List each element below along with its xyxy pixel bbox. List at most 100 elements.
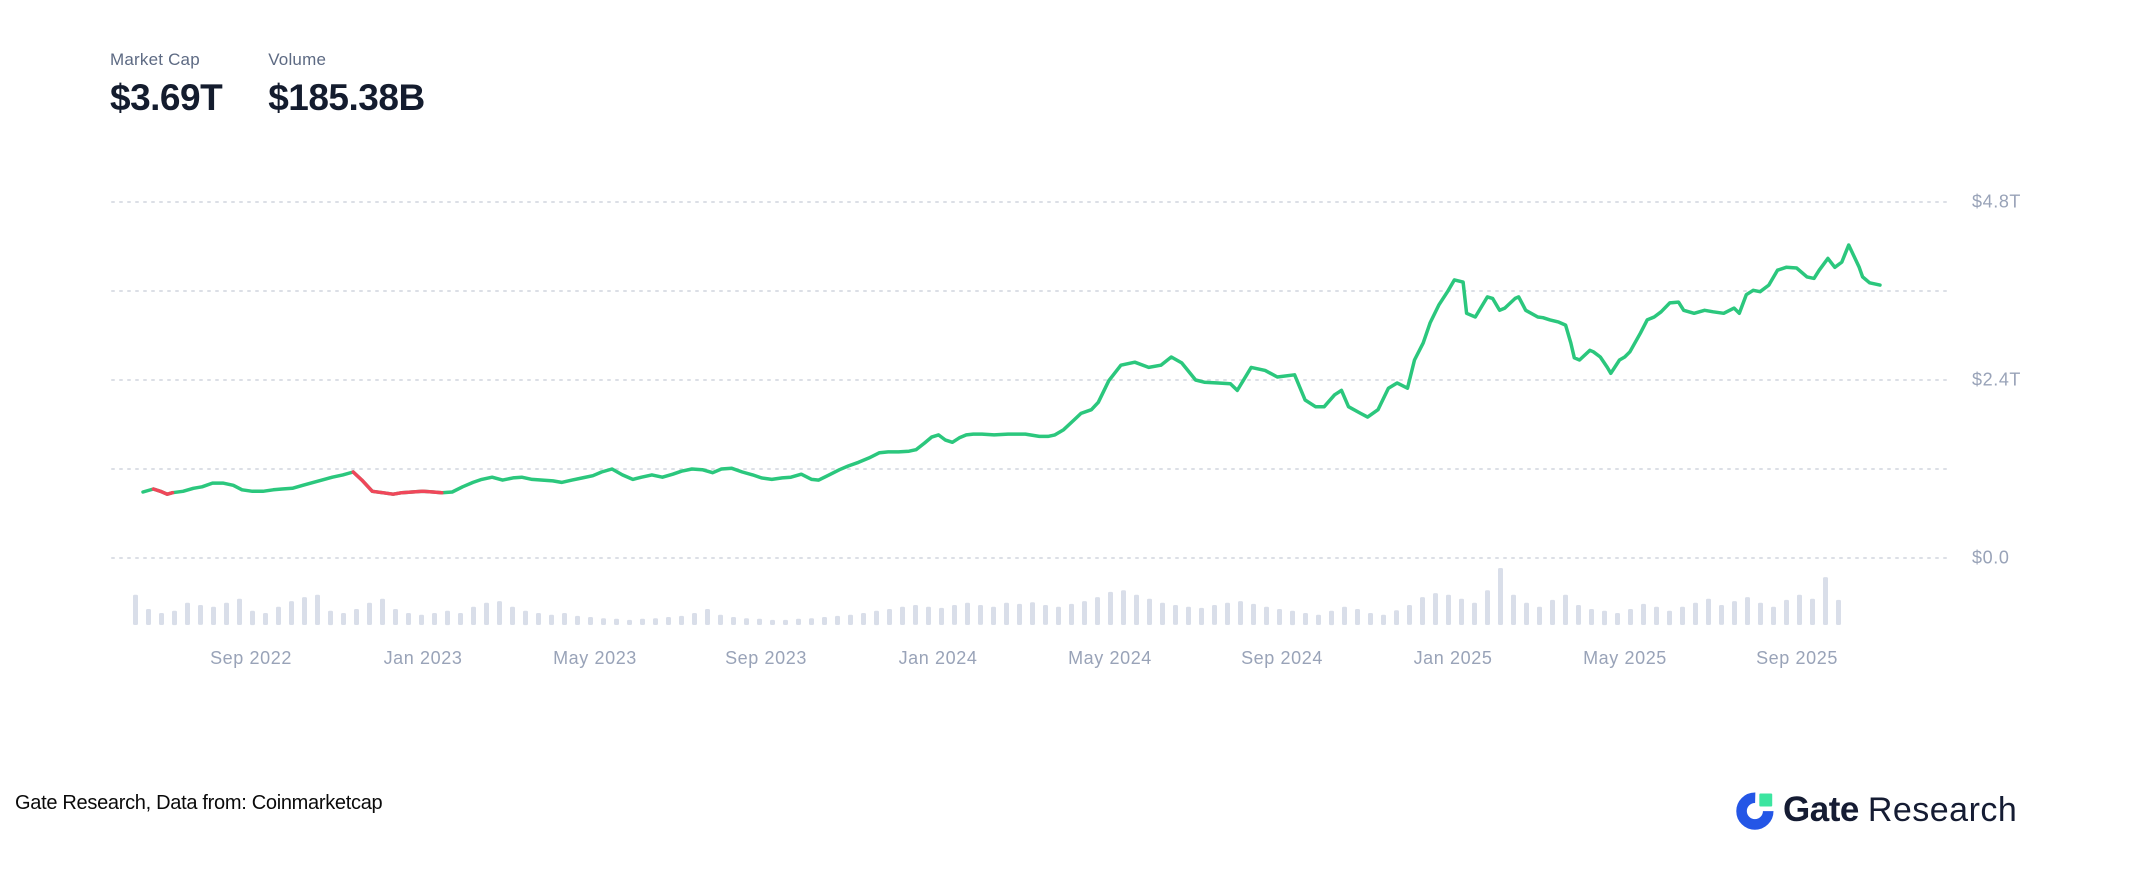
volume-bar — [1602, 610, 1607, 626]
volume-bar — [1654, 606, 1659, 625]
volume-bar — [1589, 609, 1594, 625]
volume-bar — [302, 597, 307, 625]
volume-bar — [380, 598, 385, 625]
volume-bar — [887, 609, 892, 625]
volume-bar — [1615, 613, 1620, 625]
y-axis-label: $2.4T — [1972, 369, 2022, 390]
market-cap-stat: Market Cap $3.69T — [110, 50, 223, 119]
volume-bar — [1472, 602, 1477, 625]
volume-bar — [796, 618, 801, 625]
volume-bar — [510, 606, 515, 625]
volume-bar — [1784, 599, 1789, 625]
volume-bar — [1511, 594, 1516, 625]
volume-stat: Volume $185.38B — [268, 50, 425, 119]
volume-bar — [1628, 609, 1633, 625]
volume-bar — [861, 613, 866, 625]
x-axis-label: Sep 2024 — [1241, 648, 1323, 668]
volume-bar — [1550, 599, 1555, 625]
volume-value: $185.38B — [268, 77, 425, 118]
volume-bar — [1095, 597, 1100, 625]
volume-bar — [1186, 606, 1191, 625]
x-axis-label: Jan 2025 — [1413, 648, 1493, 668]
volume-bar — [1342, 606, 1347, 625]
volume-bar — [1355, 609, 1360, 625]
volume-bar — [159, 613, 164, 625]
volume-bar — [536, 613, 541, 625]
volume-bar — [523, 610, 528, 626]
volume-bar — [1407, 605, 1412, 625]
volume-bar — [1134, 594, 1139, 625]
volume-bar — [757, 618, 762, 625]
volume-bar — [1069, 603, 1074, 625]
volume-bar — [393, 609, 398, 625]
volume-bar — [1576, 605, 1581, 625]
volume-bar — [1680, 606, 1685, 625]
volume-bar — [1303, 613, 1308, 625]
volume-bar — [146, 609, 151, 625]
x-axis-label: Jan 2023 — [383, 648, 463, 668]
gate-logo-icon — [1736, 792, 1774, 830]
volume-bar — [848, 614, 853, 625]
y-axis-label: $4.8T — [1972, 191, 2022, 212]
volume-bar — [666, 617, 671, 625]
volume-bar — [1719, 605, 1724, 625]
volume-bar — [1810, 598, 1815, 625]
volume-bar — [1043, 605, 1048, 625]
volume-bar — [1641, 603, 1646, 625]
volume-bar — [588, 617, 593, 625]
volume-bar — [640, 618, 645, 625]
volume-bar — [419, 614, 424, 625]
header-stats: Market Cap $3.69T Volume $185.38B — [110, 50, 425, 119]
volume-bar — [458, 613, 463, 625]
volume-bar — [744, 618, 749, 625]
volume-bar — [1264, 606, 1269, 625]
volume-bar — [1368, 613, 1373, 625]
volume-bar — [1797, 594, 1802, 625]
volume-bar — [263, 613, 268, 625]
volume-bar — [978, 605, 983, 625]
volume-bar — [484, 602, 489, 625]
volume-bar — [1108, 591, 1113, 625]
x-axis-label: May 2023 — [553, 648, 637, 668]
volume-bar — [497, 601, 502, 625]
volume-bar — [1277, 609, 1282, 625]
volume-bar — [1446, 594, 1451, 625]
volume-bar — [328, 610, 333, 626]
volume-bar — [250, 610, 255, 626]
volume-bar — [1199, 607, 1204, 625]
volume-bar — [172, 610, 177, 626]
volume-label: Volume — [268, 50, 327, 69]
volume-bar — [341, 613, 346, 625]
market-cap-line — [141, 243, 1882, 496]
volume-bar — [939, 607, 944, 625]
volume-bar — [601, 618, 606, 625]
x-axis-label: Jan 2024 — [898, 648, 978, 668]
volume-bar — [1082, 601, 1087, 625]
volume-bar — [1004, 602, 1009, 625]
market-cap-line-drawdown — [151, 487, 175, 496]
volume-bar — [1147, 598, 1152, 625]
volume-bar — [783, 619, 788, 625]
volume-bar — [276, 606, 281, 625]
volume-bar — [445, 610, 450, 626]
volume-bar — [692, 613, 697, 625]
volume-bar — [1706, 598, 1711, 625]
volume-bar — [809, 618, 814, 625]
volume-bar — [315, 594, 320, 625]
volume-bar — [1225, 602, 1230, 625]
market-cap-line-drawdown — [351, 470, 444, 496]
volume-bar — [354, 609, 359, 625]
volume-bar — [237, 598, 242, 625]
volume-bar — [289, 601, 294, 625]
volume-bar — [705, 609, 710, 625]
volume-bar — [1160, 602, 1165, 625]
volume-bar — [1732, 601, 1737, 625]
volume-bar — [1771, 606, 1776, 625]
volume-bar — [1823, 577, 1828, 625]
x-axis-label: May 2025 — [1583, 648, 1667, 668]
market-cap-value: $3.69T — [110, 77, 223, 118]
volume-bar — [1745, 597, 1750, 625]
volume-bar — [1212, 605, 1217, 625]
